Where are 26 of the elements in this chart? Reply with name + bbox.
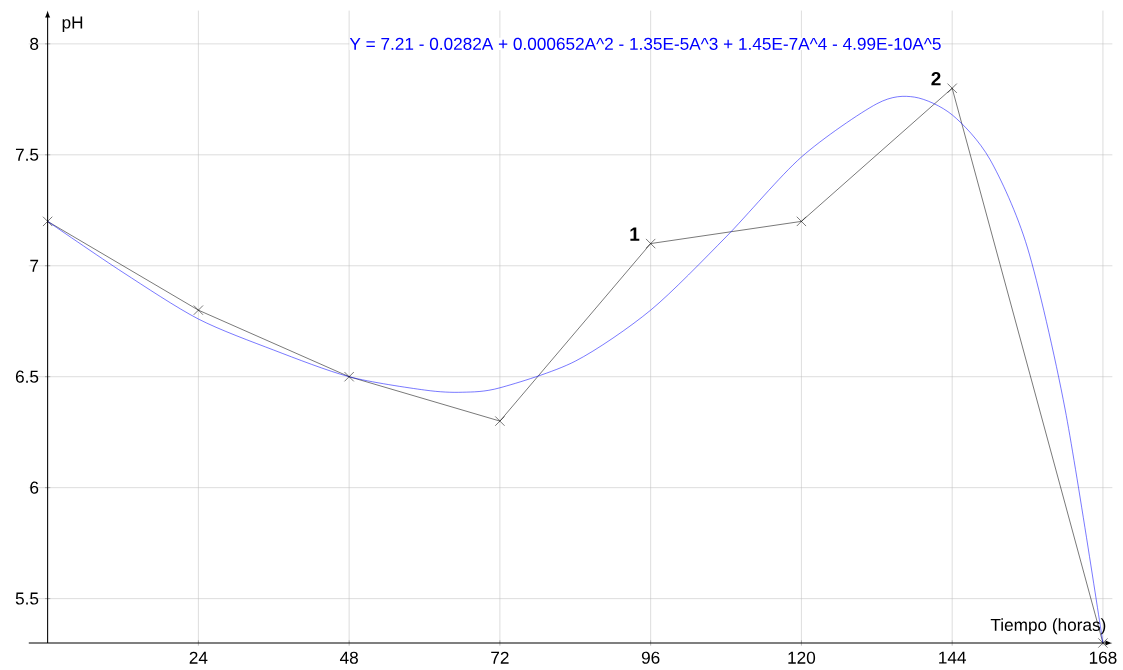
x-tick-label: 168 bbox=[1089, 651, 1117, 665]
point bbox=[42, 216, 53, 227]
annotation: 1 bbox=[630, 227, 640, 241]
point bbox=[193, 305, 204, 316]
point bbox=[947, 83, 958, 94]
point bbox=[1097, 638, 1108, 649]
point bbox=[344, 371, 355, 382]
y-tick-label: 8 bbox=[30, 37, 39, 51]
y-tick-label: 7 bbox=[30, 260, 39, 272]
x-tick-label: 48 bbox=[339, 651, 358, 665]
x-tick-label: 72 bbox=[491, 651, 509, 664]
point bbox=[645, 238, 656, 249]
y-tick-label: 6 bbox=[30, 481, 39, 494]
annotation: Y = 7.21 - 0.0282A + 0.000652A^2 - 1.35E-5A^3 + 1.45E-7A^4 - 4.99E-10A^5 bbox=[349, 37, 941, 51]
x-axis-title: Tiempo (horas) bbox=[990, 618, 1106, 635]
y-tick-label: 7.5 bbox=[15, 149, 39, 162]
point bbox=[796, 216, 807, 227]
point bbox=[494, 416, 505, 427]
y-tick-label: 5.5 bbox=[15, 592, 39, 605]
x-tick-label: 96 bbox=[641, 651, 660, 665]
y-tick-label: 6.5 bbox=[15, 370, 39, 384]
annotation: 2 bbox=[931, 72, 941, 86]
x-tick-label: 120 bbox=[788, 651, 816, 665]
x-tick-label: 24 bbox=[189, 651, 208, 664]
x-tick-label: 144 bbox=[939, 651, 967, 664]
y-axis-title: pH bbox=[62, 16, 83, 33]
